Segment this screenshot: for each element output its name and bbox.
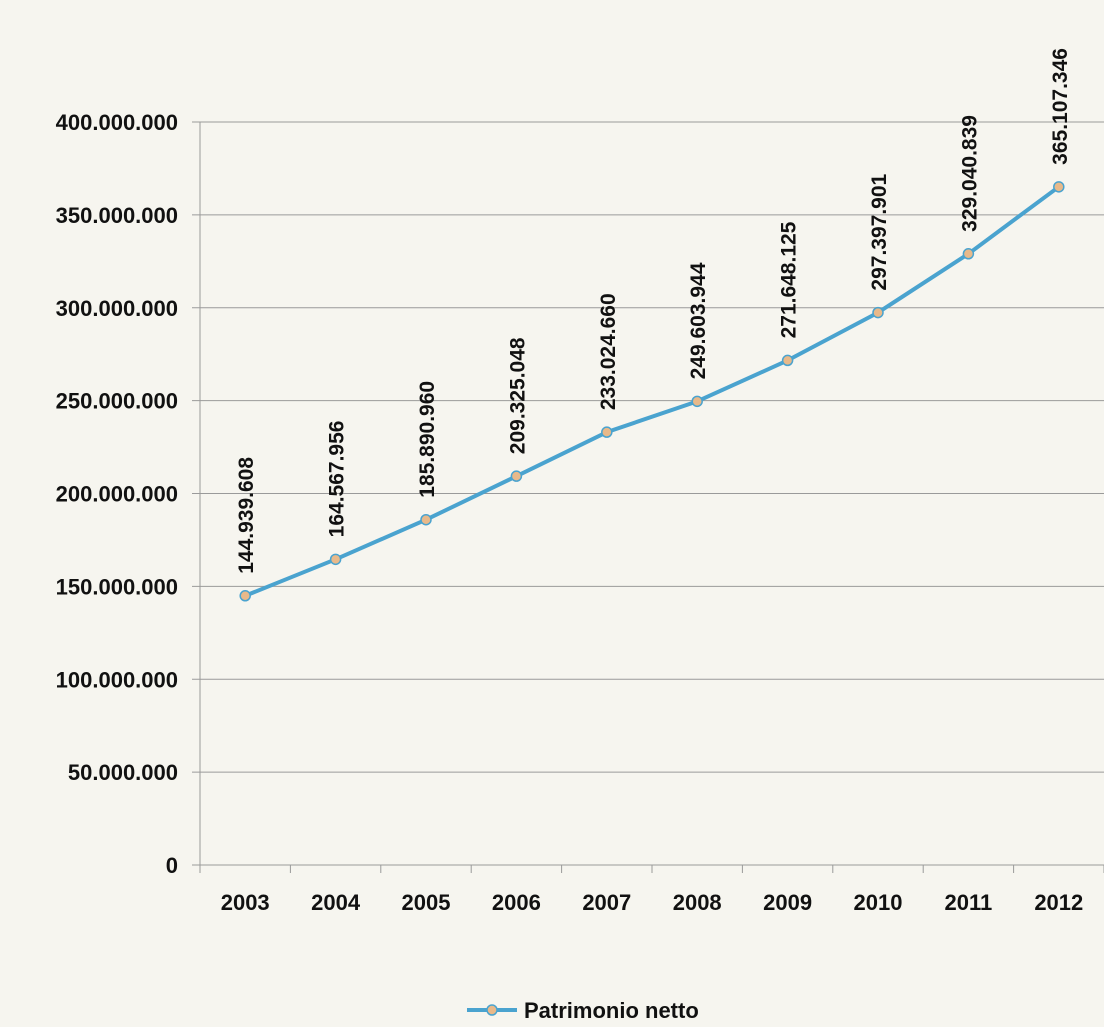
x-tick-label: 2008: [673, 890, 722, 915]
x-tick-label: 2003: [221, 890, 270, 915]
x-tick-label: 2010: [854, 890, 903, 915]
y-tick-label: 400.000.000: [56, 110, 178, 135]
data-point: [1053, 181, 1065, 193]
data-label: 271.648.125: [778, 221, 801, 338]
x-tick-label: 2007: [582, 890, 631, 915]
data-point: [239, 590, 251, 602]
gridlines: [200, 121, 1104, 773]
legend-label: Patrimonio netto: [524, 998, 699, 1023]
data-labels: 144.939.608 164.567.956 185.890.960 209.325…: [235, 48, 1072, 574]
data-point: [781, 354, 794, 367]
x-axis: 2003 2004 2005 2006 2007 2008 2009 2010 2011 2012: [199, 122, 1104, 915]
data-label: 164.567.956: [326, 421, 349, 538]
data-label: 233.024.660: [597, 293, 620, 410]
x-tick-label: 2004: [311, 890, 361, 915]
y-tick-label: 200.000.000: [56, 482, 178, 507]
y-tick-label: 350.000.000: [56, 203, 178, 228]
data-label: 249.603.944: [687, 262, 710, 379]
data-point: [510, 470, 523, 482]
data-point: [962, 248, 975, 260]
y-tick-label: 100.000.000: [56, 667, 178, 692]
x-tick-label: 2006: [492, 890, 541, 915]
series-line: [239, 181, 1065, 602]
data-label: 144.939.608: [235, 457, 258, 574]
y-axis-ticks: 0 50.000.000 100.000.000 150.000.000 200.000…: [56, 110, 200, 878]
y-tick-label: 50.000.000: [68, 760, 178, 785]
y-tick-label: 300.000.000: [56, 296, 178, 321]
x-tick-label: 2012: [1034, 890, 1083, 915]
data-point: [420, 513, 432, 526]
data-label: 185.890.960: [416, 381, 439, 498]
data-label: 365.107.346: [1049, 48, 1072, 165]
data-point: [872, 306, 884, 319]
data-point: [601, 426, 613, 438]
data-label: 209.325.048: [506, 337, 529, 454]
y-tick-label: 0: [166, 853, 178, 878]
x-tick-label: 2009: [763, 890, 812, 915]
legend: Patrimonio netto: [467, 998, 699, 1023]
legend-marker-swatch: [486, 1004, 498, 1016]
data-label: 329.040.839: [958, 115, 981, 232]
data-point: [691, 395, 703, 408]
y-tick-label: 150.000.000: [56, 574, 178, 599]
data-point: [329, 553, 342, 566]
data-label: 297.397.901: [868, 173, 891, 290]
x-tick-label: 2005: [402, 890, 451, 915]
y-tick-label: 250.000.000: [56, 389, 178, 414]
series-line-path: [244, 185, 1060, 598]
x-tick-label: 2011: [945, 890, 993, 915]
